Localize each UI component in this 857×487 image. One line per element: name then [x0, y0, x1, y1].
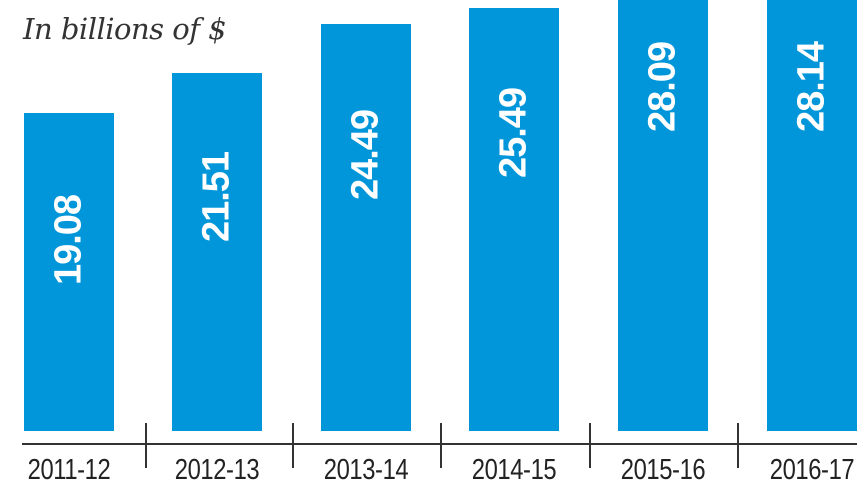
bar-2012-13: 21.51 [172, 73, 262, 431]
x-tick-label: 2013-14 [323, 454, 409, 486]
x-tick-label: 2015-16 [620, 454, 706, 486]
x-tick-label: 2012-13 [174, 454, 260, 486]
bar-value-label: 25.49 [492, 87, 535, 179]
chart-subtitle: In billions of $ [23, 12, 227, 46]
x-axis-tick [440, 423, 442, 468]
x-tick-label: 2011-12 [27, 454, 111, 486]
bar-value-label: 24.49 [344, 109, 387, 201]
bar-value-label: 19.08 [47, 194, 90, 286]
x-axis-tick [145, 423, 147, 468]
bar-2015-16: 28.09 [618, 0, 708, 431]
x-axis-line [22, 443, 857, 445]
bar-value-label: 21.51 [195, 151, 238, 243]
bar-2016-17: 28.14 [767, 0, 857, 431]
bar-value-label: 28.09 [641, 41, 684, 133]
bar-value-label: 28.14 [790, 41, 833, 133]
x-tick-label: 2014-15 [471, 454, 557, 486]
x-tick-label: 2016-17 [769, 454, 855, 486]
x-axis-tick [737, 423, 739, 468]
x-axis-tick [292, 423, 294, 468]
bar-2013-14: 24.49 [321, 24, 411, 431]
x-axis-tick [589, 423, 591, 468]
bar-2014-15: 25.49 [469, 8, 559, 431]
bar-2011-12: 19.08 [24, 113, 114, 431]
